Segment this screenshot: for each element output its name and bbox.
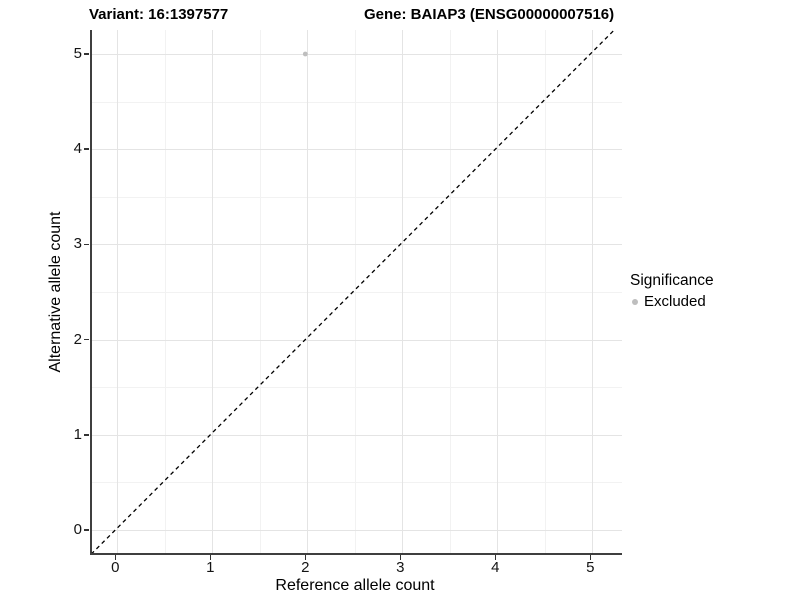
x-tick-label: 5	[586, 559, 595, 576]
x-axis-title: Reference allele count	[275, 577, 435, 594]
gridline	[259, 30, 261, 553]
legend-entry-excluded: Excluded	[630, 293, 714, 310]
gridline	[354, 30, 356, 553]
legend-entry-label: Excluded	[644, 293, 706, 310]
gridline	[92, 387, 622, 389]
gridline	[92, 196, 622, 198]
gridline	[92, 339, 622, 341]
gridline	[92, 482, 622, 484]
y-tick-mark	[84, 243, 89, 246]
gene-title: Gene: BAIAP3 (ENSG00000007516)	[364, 6, 615, 23]
y-tick-label: 1	[73, 425, 82, 443]
legend: Significance Excluded	[630, 272, 714, 310]
gridline	[402, 30, 404, 553]
gridline	[544, 30, 546, 553]
gridline	[307, 30, 309, 553]
y-tick-label: 2	[73, 330, 82, 348]
legend-title: Significance	[630, 272, 714, 289]
gridline	[92, 149, 622, 151]
y-tick-label: 3	[73, 235, 82, 253]
x-tick-label: 4	[491, 559, 500, 576]
y-tick-label: 4	[73, 140, 82, 158]
gridline	[449, 30, 451, 553]
y-axis-title: Alternative allele count	[47, 211, 64, 373]
x-tick-mark	[114, 555, 117, 560]
gridline	[592, 30, 594, 553]
gridline	[92, 292, 622, 293]
variant-title: Variant: 16:1397577	[89, 6, 229, 23]
gridline	[92, 101, 622, 103]
y-tick-mark	[84, 338, 89, 341]
gridline	[92, 54, 622, 55]
x-tick-mark	[494, 555, 497, 560]
y-tick-mark	[84, 53, 89, 55]
gridline	[497, 30, 499, 553]
x-tick-label: 1	[206, 559, 215, 576]
x-tick-mark	[399, 555, 402, 560]
y-tick-label: 0	[73, 521, 82, 538]
y-tick-label: 5	[73, 45, 82, 62]
x-tick-mark	[589, 555, 592, 560]
excluded-marker-icon	[632, 298, 638, 305]
gridline	[92, 530, 622, 531]
gridline	[92, 434, 622, 436]
plot-overlay	[91, 30, 616, 553]
identity-dashed-line	[91, 30, 616, 553]
y-tick-mark	[84, 529, 89, 531]
y-tick-mark	[84, 148, 89, 150]
x-tick-mark	[304, 555, 307, 560]
x-tick-label: 2	[301, 559, 310, 576]
x-tick-label: 3	[396, 559, 405, 576]
x-tick-mark	[209, 555, 212, 560]
data-point-excluded	[302, 51, 308, 57]
x-tick-label: 0	[111, 559, 120, 576]
plot-panel	[90, 30, 622, 555]
gridline	[164, 30, 166, 553]
gridline	[92, 244, 622, 246]
gridline	[212, 30, 214, 553]
y-tick-mark	[84, 434, 89, 436]
gridline	[117, 30, 119, 553]
